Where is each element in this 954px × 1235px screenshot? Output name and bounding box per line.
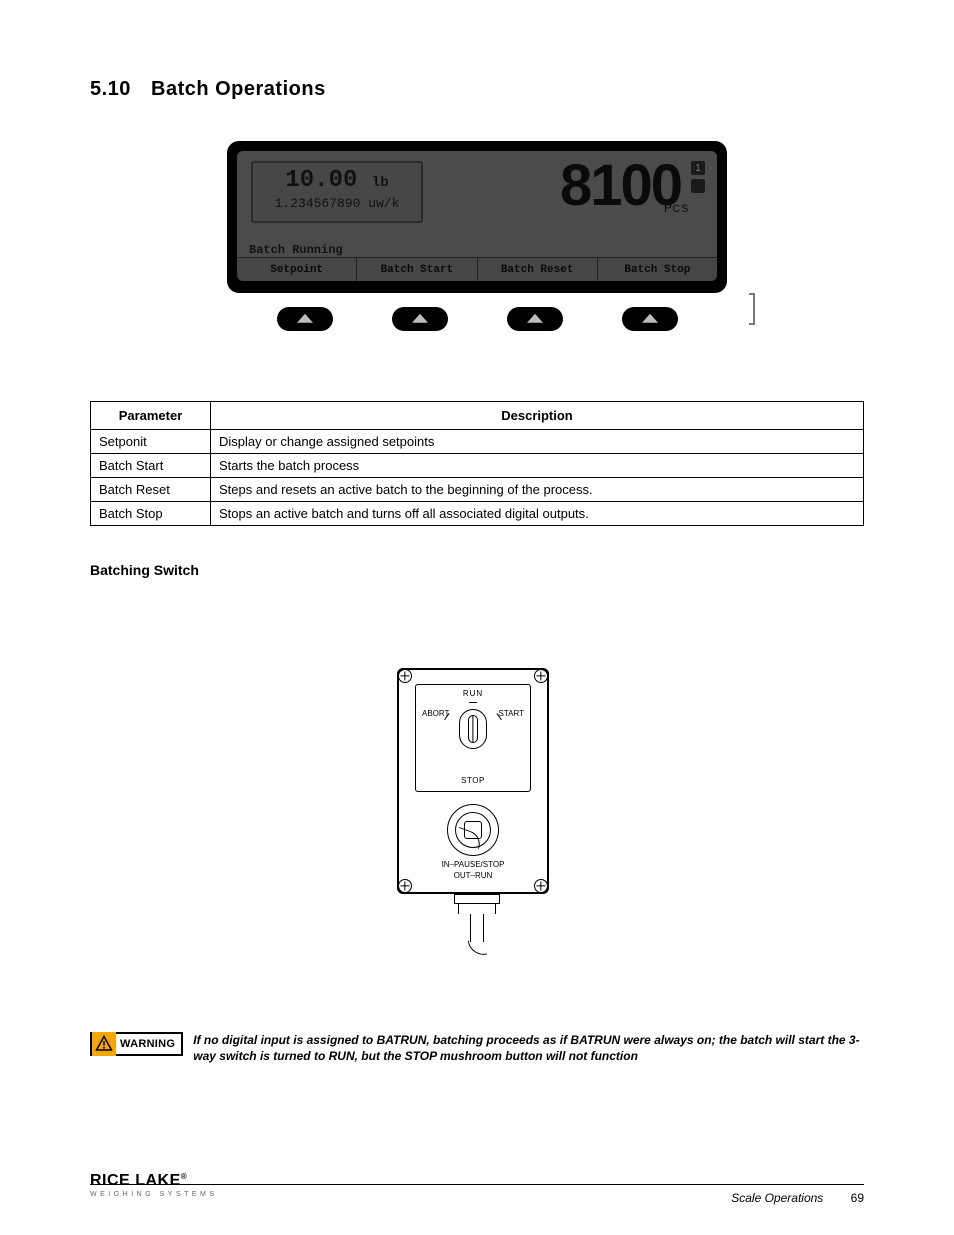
cell-description: Starts the batch process xyxy=(211,454,864,478)
label-stop: STOP xyxy=(416,776,530,785)
label-in-pause-stop: IN–PAUSE/STOP xyxy=(399,860,547,869)
brand-name: RICE LAKE® xyxy=(90,1173,864,1189)
hardware-key-2[interactable] xyxy=(392,307,448,331)
annunciator-1: 1 xyxy=(691,161,705,175)
lcd-bezel: 10.00 lb 1.234567890 uw/k 8100 Pcs 1 Bat… xyxy=(227,141,727,293)
warning-text: If no digital input is assigned to BATRU… xyxy=(193,1032,864,1064)
softkey-batch-start[interactable]: Batch Start xyxy=(357,257,477,281)
label-out-run: OUT–RUN xyxy=(399,871,547,880)
section-title-text: Batch Operations xyxy=(151,78,326,100)
registered-mark-icon: ® xyxy=(181,1172,187,1181)
cell-description: Steps and resets an active batch to the … xyxy=(211,478,864,502)
switch-faceplate: RUN ABORT START STOP IN–PAUSE/STOP OUT–R… xyxy=(397,668,549,894)
footer-right: Scale Operations 69 xyxy=(731,1191,864,1205)
label-start: START xyxy=(499,709,524,718)
count-readout: 8100 xyxy=(437,157,681,215)
conduit-nut-icon xyxy=(454,894,500,904)
screw-icon xyxy=(398,669,412,683)
table-header-row: Parameter Description xyxy=(91,402,864,430)
label-run: RUN xyxy=(416,689,530,698)
conduit-icon xyxy=(458,904,496,914)
device-screenshot: 10.00 lb 1.234567890 uw/k 8100 Pcs 1 Bat… xyxy=(227,141,727,331)
warning-label: WARNING xyxy=(116,1038,175,1050)
softkey-row: Setpoint Batch Start Batch Reset Batch S… xyxy=(237,257,717,281)
selector-panel: RUN ABORT START STOP xyxy=(415,684,531,792)
cell-description: Stops an active batch and turns off all … xyxy=(211,502,864,526)
cable-icon xyxy=(470,914,484,942)
table-row: Setponit Display or change assigned setp… xyxy=(91,430,864,454)
batching-switch-heading: Batching Switch xyxy=(90,562,864,578)
mushroom-stop-button-icon xyxy=(447,804,499,856)
col-header-description: Description xyxy=(211,402,864,430)
cell-description: Display or change assigned setpoints xyxy=(211,430,864,454)
batch-status-text: Batch Running xyxy=(249,243,343,257)
footer-section-name: Scale Operations xyxy=(731,1191,823,1205)
selector-switch-icon xyxy=(459,709,487,749)
softkey-setpoint[interactable]: Setpoint xyxy=(237,257,357,281)
cell-parameter: Setponit xyxy=(91,430,211,454)
cell-parameter: Batch Reset xyxy=(91,478,211,502)
warning-badge: WARNING xyxy=(90,1032,183,1056)
footer-page-number: 69 xyxy=(851,1191,864,1205)
annunciator-2 xyxy=(691,179,705,193)
hardware-key-3[interactable] xyxy=(507,307,563,331)
table-row: Batch Stop Stops an active batch and tur… xyxy=(91,502,864,526)
weight-number: 10.00 xyxy=(285,167,357,194)
screw-icon xyxy=(534,879,548,893)
table-row: Batch Start Starts the batch process xyxy=(91,454,864,478)
label-abort: ABORT xyxy=(422,709,449,718)
footer-rule xyxy=(90,1184,864,1185)
weight-readout-box: 10.00 lb 1.234567890 uw/k xyxy=(251,161,423,223)
section-number: 5.10 xyxy=(90,78,131,100)
annunciator-column: 1 xyxy=(691,161,709,193)
weight-unit: lb xyxy=(372,175,389,191)
table-row: Batch Reset Steps and resets an active b… xyxy=(91,478,864,502)
softkey-batch-reset[interactable]: Batch Reset xyxy=(478,257,598,281)
parameter-table: Parameter Description Setponit Display o… xyxy=(90,401,864,526)
mushroom-arrow-icon xyxy=(454,827,483,849)
cell-parameter: Batch Start xyxy=(91,454,211,478)
hardware-key-4[interactable] xyxy=(622,307,678,331)
crop-mark-icon xyxy=(749,293,755,325)
warning-block: WARNING If no digital input is assigned … xyxy=(90,1032,864,1064)
section-heading: 5.10 Batch Operations xyxy=(90,78,864,101)
screw-icon xyxy=(534,669,548,683)
weight-value: 10.00 lb xyxy=(259,167,415,194)
cell-parameter: Batch Stop xyxy=(91,502,211,526)
softkey-batch-stop[interactable]: Batch Stop xyxy=(598,257,717,281)
page-footer: RICE LAKE® WEIGHING SYSTEMS Scale Operat… xyxy=(90,1173,864,1205)
hardware-key-row xyxy=(227,293,727,331)
count-unit: Pcs xyxy=(664,201,689,217)
lcd-screen: 10.00 lb 1.234567890 uw/k 8100 Pcs 1 Bat… xyxy=(237,151,717,281)
screw-icon xyxy=(398,879,412,893)
brand-text: RICE LAKE xyxy=(90,1172,181,1189)
batching-switch-diagram: RUN ABORT START STOP IN–PAUSE/STOP OUT–R… xyxy=(397,668,557,942)
unit-weight-line: 1.234567890 uw/k xyxy=(259,196,415,211)
hardware-key-1[interactable] xyxy=(277,307,333,331)
col-header-parameter: Parameter xyxy=(91,402,211,430)
warning-triangle-icon xyxy=(92,1032,116,1056)
